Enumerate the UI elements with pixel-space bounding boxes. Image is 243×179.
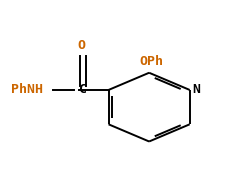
Text: PhNH: PhNH — [11, 83, 43, 96]
Text: OPh: OPh — [139, 55, 164, 68]
Text: O: O — [78, 39, 85, 52]
Text: C: C — [78, 83, 87, 96]
Text: N: N — [192, 83, 200, 96]
